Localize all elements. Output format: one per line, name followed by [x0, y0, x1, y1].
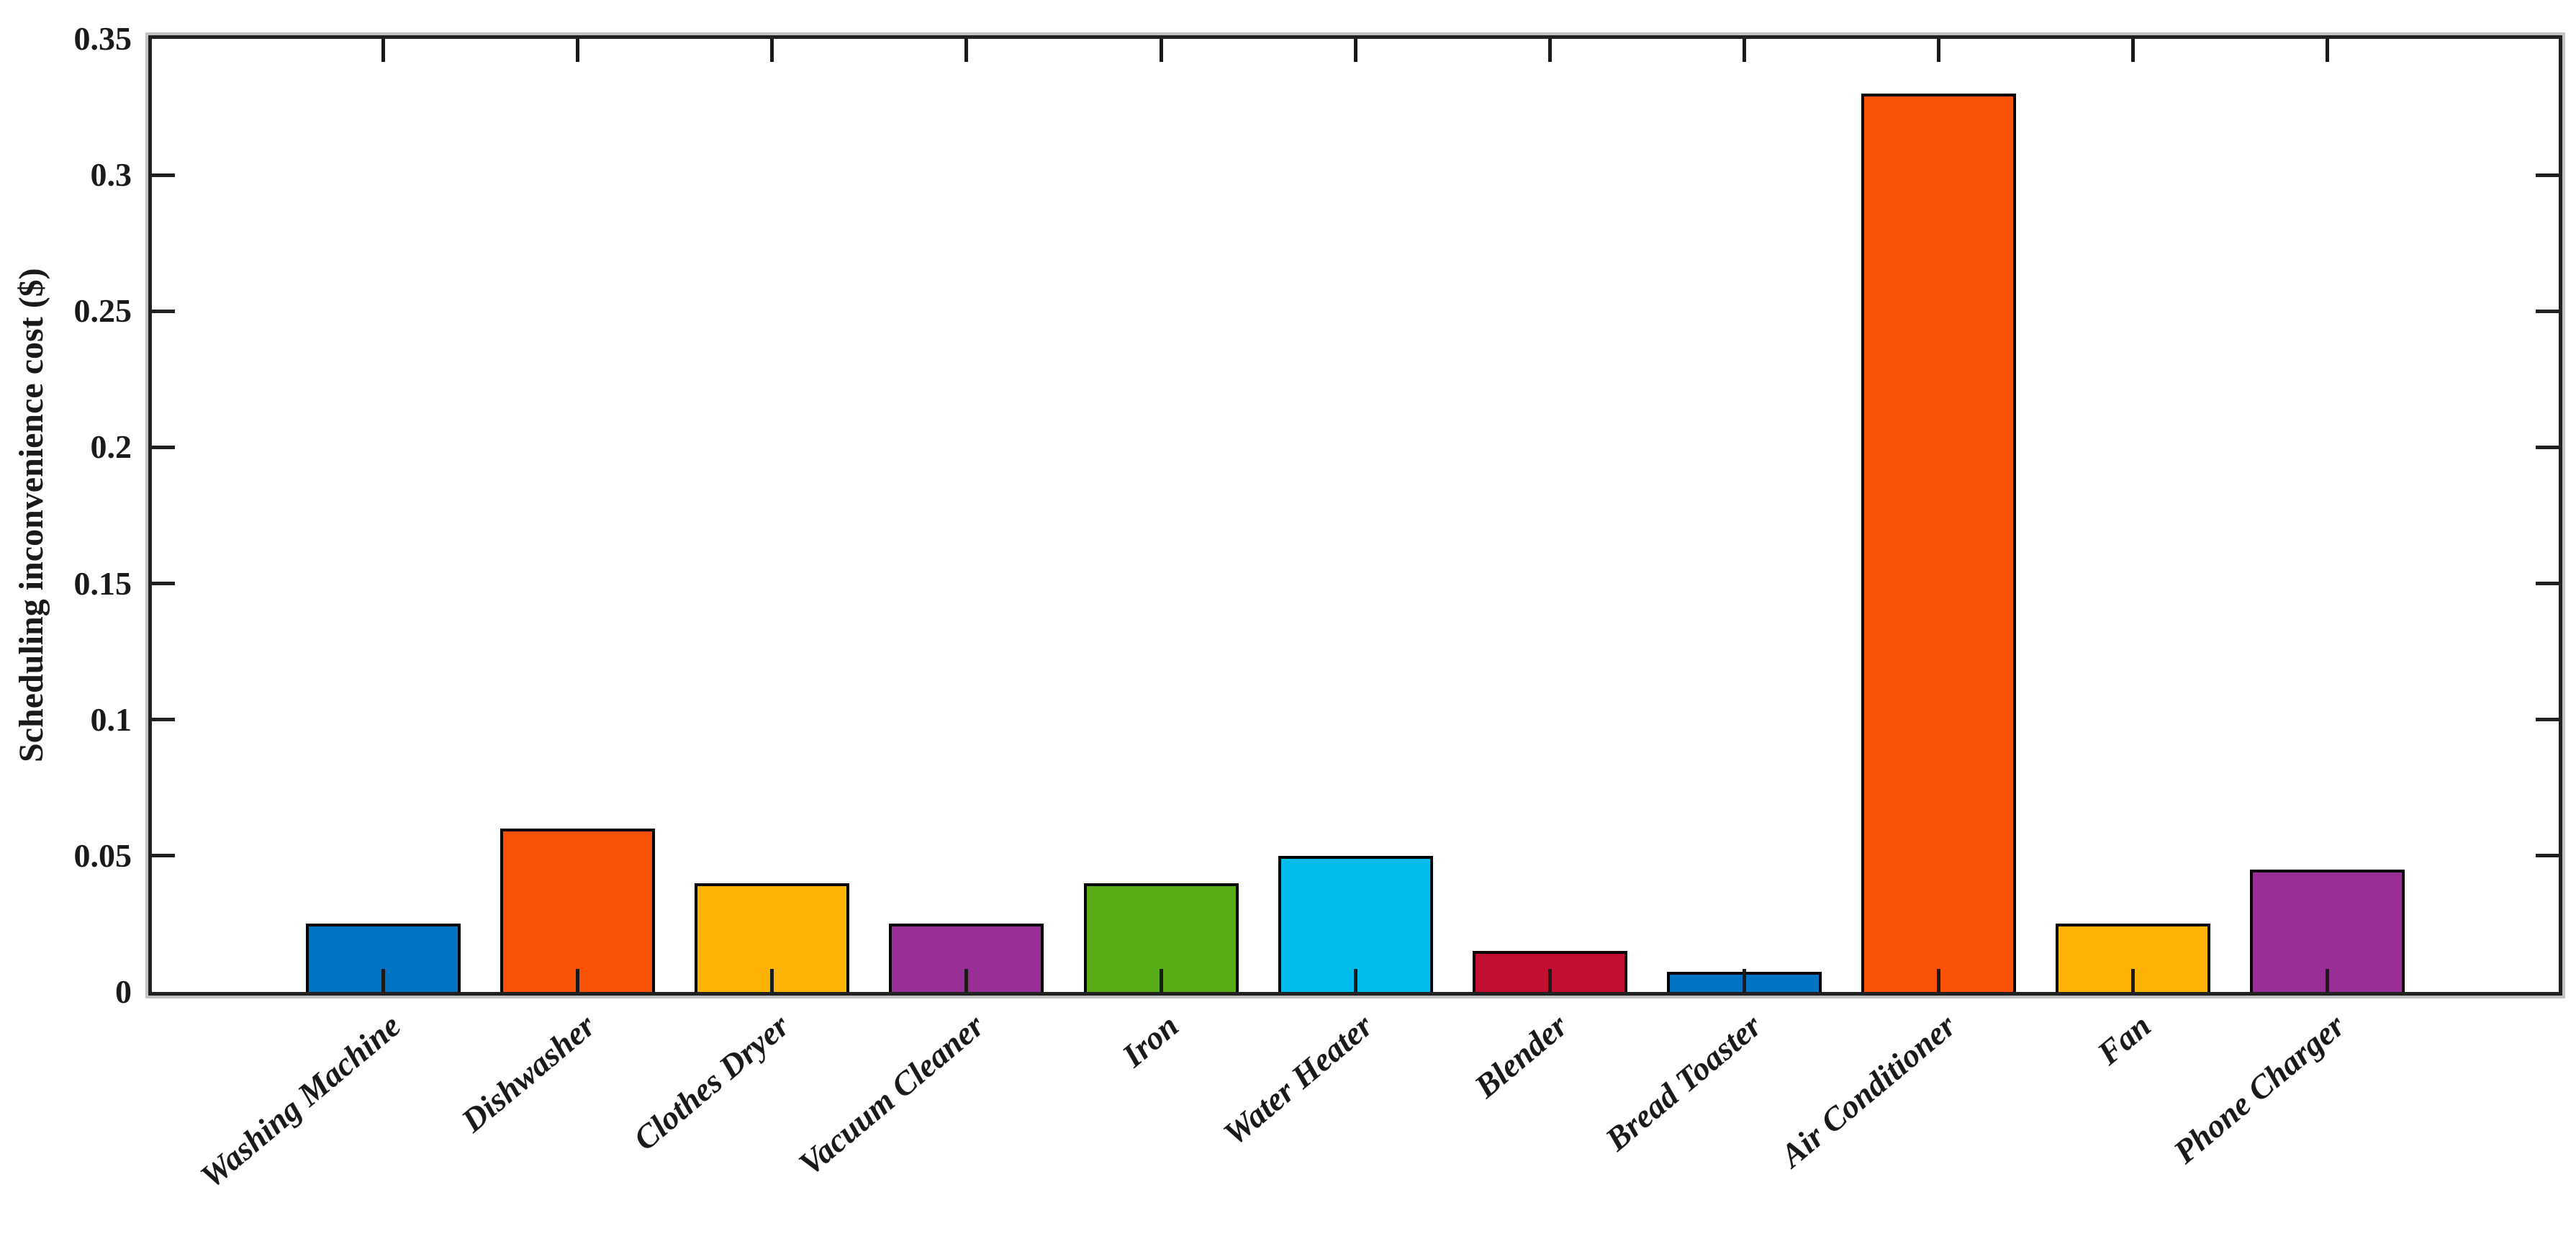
x-tick-label: Blender	[1467, 1006, 1574, 1105]
y-axis-right-tick	[2536, 582, 2559, 586]
x-axis-top-tick	[2131, 39, 2136, 62]
x-axis-top-tick	[1159, 39, 1163, 62]
x-axis-top-tick	[2326, 39, 2330, 62]
y-axis-tick	[152, 445, 175, 449]
x-axis-top-tick	[1353, 39, 1357, 62]
x-axis-tick	[1937, 969, 1941, 992]
y-tick-label: 0.15	[73, 564, 132, 602]
x-axis-tick	[576, 969, 580, 992]
x-tick-label: Washing Machine	[193, 1006, 407, 1195]
y-tick-label: 0.3	[90, 156, 132, 194]
x-axis-tick	[770, 969, 774, 992]
x-axis-top-tick	[770, 39, 774, 62]
x-axis-tick	[2131, 969, 2136, 992]
x-tick-label: Dishwasher	[453, 1006, 602, 1140]
x-axis-top-tick	[576, 39, 580, 62]
y-tick-label: 0.25	[73, 292, 132, 330]
bar	[1861, 94, 2017, 992]
x-tick-label: Fan	[2089, 1006, 2158, 1072]
x-tick-label: Air Conditioner	[1773, 1006, 1963, 1174]
x-tick-label: Phone Charger	[2166, 1006, 2352, 1170]
x-tick-label: Bread Toaster	[1598, 1006, 1768, 1158]
y-axis-right-tick	[2536, 309, 2559, 313]
x-axis-tick	[1353, 969, 1357, 992]
y-axis-right-tick	[2536, 854, 2559, 858]
y-axis-right-tick	[2536, 445, 2559, 449]
y-tick-label: 0.35	[73, 20, 132, 57]
x-tick-label: Vacuum Cleaner	[791, 1006, 991, 1183]
y-axis-tick	[152, 718, 175, 722]
x-axis-top-tick	[1547, 39, 1552, 62]
y-axis-tick	[152, 582, 175, 586]
y-tick-label: 0	[115, 973, 132, 1010]
x-axis-top-tick	[1742, 39, 1746, 62]
x-axis-tick	[964, 969, 969, 992]
x-axis-top-tick	[964, 39, 969, 62]
x-tick-label: Clothes Dryer	[626, 1006, 797, 1158]
x-axis-top-tick	[1937, 39, 1941, 62]
x-axis-tick	[2326, 969, 2330, 992]
y-tick-label: 0.1	[90, 700, 132, 738]
y-tick-label: 0.05	[73, 836, 132, 874]
x-axis-tick	[1742, 969, 1746, 992]
plot-frame	[148, 35, 2562, 996]
x-axis-top-tick	[381, 39, 385, 62]
y-axis-tick	[152, 173, 175, 177]
y-axis-right-tick	[2536, 173, 2559, 177]
y-axis-tick	[152, 854, 175, 858]
y-axis-tick	[152, 309, 175, 313]
y-tick-label: 0.2	[90, 428, 132, 466]
x-tick-label: Iron	[1115, 1006, 1185, 1075]
y-axis-right-tick	[2536, 718, 2559, 722]
bar	[500, 829, 656, 992]
x-tick-label: Water Heater	[1216, 1006, 1380, 1152]
x-axis-tick	[1159, 969, 1163, 992]
x-axis-tick	[381, 969, 385, 992]
x-axis-tick	[1547, 969, 1552, 992]
